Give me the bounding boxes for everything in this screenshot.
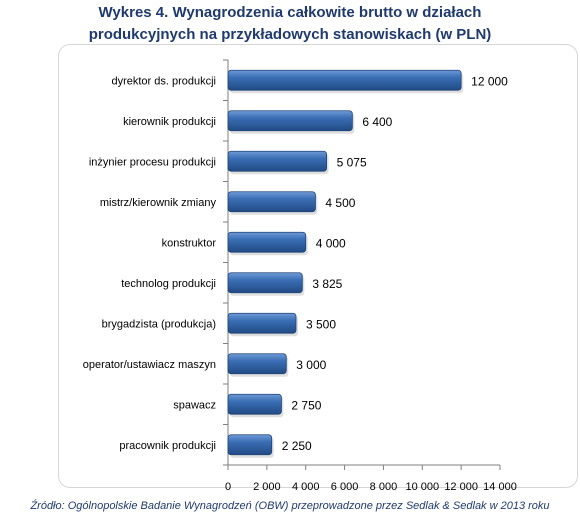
bar [227, 393, 282, 415]
chart-title: Wykres 4. Wynagrodzenia całkowite brutto… [0, 2, 580, 46]
x-tick-label: 0 [225, 481, 231, 493]
category-label: kierownik produkcji [123, 116, 216, 128]
bar [227, 150, 327, 172]
x-tick-label: 6 000 [331, 481, 359, 493]
data-label: 2 750 [291, 398, 321, 412]
category-label: konstruktor [162, 237, 217, 249]
bar [227, 312, 297, 334]
x-tick-label: 10 000 [405, 481, 439, 493]
x-tick-label: 14 000 [483, 481, 517, 493]
data-label: 5 075 [337, 155, 367, 169]
data-label: 4 000 [316, 236, 346, 250]
bar [227, 272, 303, 294]
category-label: dyrektor ds. produkcji [111, 75, 216, 87]
x-tick-label: 8 000 [370, 481, 398, 493]
bar [227, 191, 316, 213]
category-label: technolog produkcji [121, 278, 216, 290]
category-label: brygadzista (produkcja) [102, 318, 216, 330]
x-tick-label: 12 000 [444, 481, 478, 493]
bar [227, 231, 307, 253]
data-label: 2 250 [282, 439, 312, 453]
bar [227, 353, 287, 375]
category-label: spawacz [173, 399, 216, 411]
bar [227, 69, 462, 91]
data-label: 6 400 [362, 115, 392, 129]
data-label: 3 000 [296, 358, 326, 372]
chart-panel [58, 44, 578, 488]
chart-title-line-1: Wykres 4. Wynagrodzenia całkowite brutto… [98, 4, 482, 21]
data-label: 3 825 [312, 277, 342, 291]
x-tick-label: 2 000 [253, 481, 281, 493]
data-label: 12 000 [471, 74, 508, 88]
data-label: 3 500 [306, 317, 336, 331]
source-note: Źródło: Ogólnopolskie Badanie Wynagrodze… [30, 500, 550, 512]
category-label: operator/ustawiacz maszyn [83, 359, 216, 371]
data-label: 4 500 [325, 196, 355, 210]
category-label: mistrz/kierownik zmiany [100, 197, 217, 209]
x-tick-label: 4 000 [292, 481, 320, 493]
category-label: pracownik produkcji [119, 440, 216, 452]
category-label: inżynier procesu produkcji [89, 156, 216, 168]
bar [227, 110, 353, 132]
chart-title-line-2: produkcyjnych na przykładowych stanowisk… [88, 26, 492, 43]
bar [227, 434, 273, 456]
